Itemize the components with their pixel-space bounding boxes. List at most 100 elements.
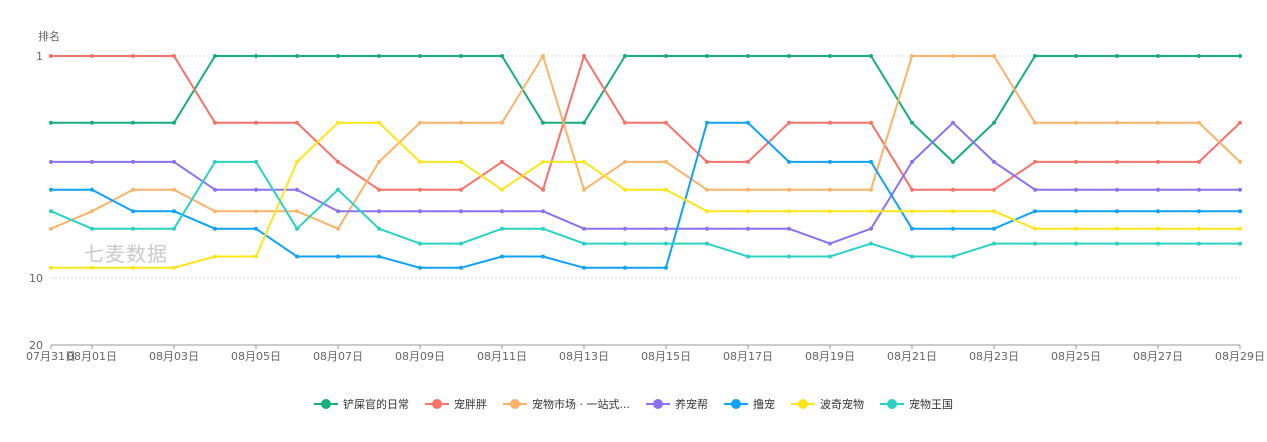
data-point [746,209,750,214]
data-point [418,159,422,164]
data-point [131,187,135,192]
data-point [787,159,791,164]
data-point [1156,120,1160,125]
data-point [582,265,586,270]
data-point [910,187,914,192]
data-point [90,159,94,164]
x-tick-label: 08月23日 [969,350,1019,363]
data-point [664,226,668,231]
legend-item[interactable]: 波奇宠物 [790,396,864,412]
data-point [1197,54,1201,58]
data-point [582,187,586,192]
grid-layer [51,55,1240,279]
data-point [541,187,545,192]
data-point [828,209,832,214]
data-point [377,226,381,231]
legend-item[interactable]: 宠物王国 [879,396,953,412]
data-point [869,241,873,246]
data-point [295,159,299,164]
data-point [828,54,832,58]
data-point [1156,241,1160,246]
data-point [623,226,627,231]
data-point [213,226,217,231]
data-point [705,54,709,58]
data-point [1156,54,1160,58]
x-tick-label: 08月11日 [477,350,527,363]
data-point [1115,187,1119,192]
data-point [787,120,791,125]
data-point [213,54,217,58]
data-point [1074,120,1078,125]
x-tick-label: 08月13日 [559,350,609,363]
data-point [172,226,176,231]
data-point [746,187,750,192]
series-layer [49,54,1242,270]
data-point [377,159,381,164]
series-line [51,55,1240,163]
data-point [1115,241,1119,246]
data-point [49,226,53,231]
data-point [746,226,750,231]
data-point [1033,209,1037,214]
data-point [910,120,914,125]
data-point [992,241,996,246]
data-point [254,54,258,58]
data-point [664,159,668,164]
data-point [1238,187,1242,192]
legend-swatch [645,398,670,410]
data-point [500,120,504,125]
legend-item[interactable]: 宠胖胖 [425,396,487,412]
data-point [951,209,955,214]
data-point [992,226,996,231]
y-tick-label: 20 [29,339,43,352]
series-5 [49,120,1242,270]
data-point [623,54,627,58]
data-point [541,54,545,58]
data-point [459,159,463,164]
data-point [90,120,94,125]
legend-label: 铲屎官的日常 [343,398,409,411]
data-point [90,226,94,231]
data-point [172,159,176,164]
data-point [254,209,258,214]
data-point [1115,159,1119,164]
data-point [459,241,463,246]
data-point [828,159,832,164]
data-point [49,54,53,58]
data-point [951,187,955,192]
legend-item[interactable]: 养宠帮 [645,396,708,412]
data-point [787,54,791,58]
x-tick-label: 08月25日 [1051,350,1101,363]
x-tick-label: 08月01日 [67,350,117,363]
data-point [1033,187,1037,192]
data-point [1197,159,1201,164]
data-point [295,120,299,125]
data-point [1197,209,1201,214]
legend-item[interactable]: 铲屎官的日常 [314,396,409,412]
x-tick-label: 08月29日 [1215,350,1265,363]
data-point [746,54,750,58]
series-3 [49,120,1242,246]
legend-item[interactable]: 宠物市场 · 一站式... [503,396,630,412]
series-line [50,160,1240,258]
data-point [418,54,422,58]
data-point [1115,120,1119,125]
data-point [705,187,709,192]
data-point [705,120,709,125]
data-point [828,241,832,246]
legend-item[interactable]: 撸宠 [723,396,775,412]
data-point [582,120,586,125]
data-point [213,209,217,214]
data-point [213,120,217,125]
data-point [623,187,627,192]
y-tick-label: 10 [29,272,43,285]
series-line [51,121,1240,269]
y-tick-label: 1 [36,50,43,63]
x-tick-label: 08月15日 [641,350,691,363]
data-point [951,54,955,58]
chart-legend: 铲屎官的日常 宠胖胖 宠物市场 · 一站式... 养宠帮 撸宠 波奇宠物 宠物王国 [0,396,1267,412]
data-point [746,120,750,125]
data-point [377,254,381,259]
legend-label: 宠胖胖 [454,398,487,411]
data-point [418,120,422,125]
